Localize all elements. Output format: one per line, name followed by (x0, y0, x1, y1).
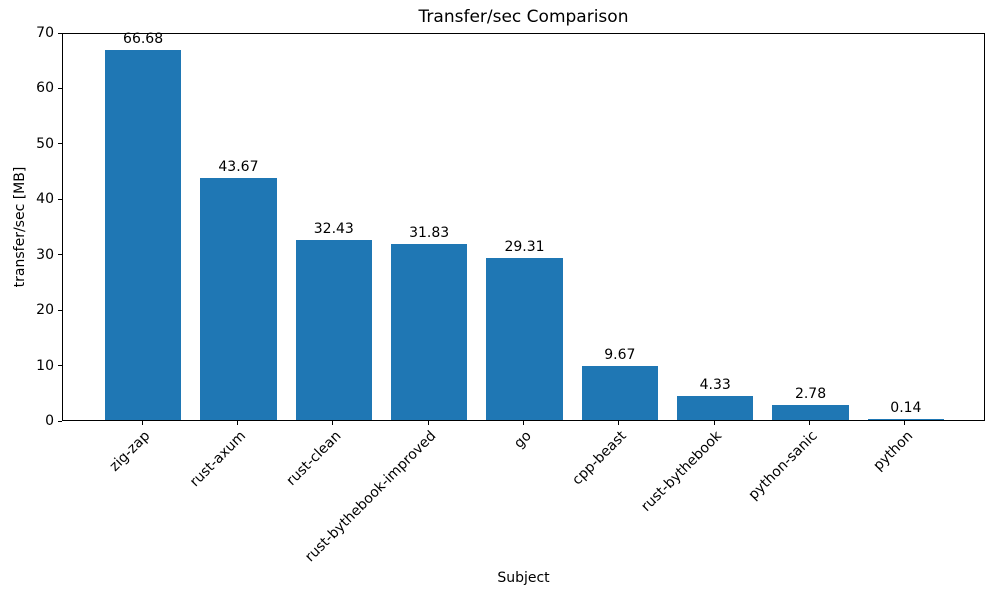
x-tick-label-text: rust-axum (186, 428, 249, 491)
x-tick-label-text: python-sanic (745, 428, 821, 504)
bar-rust-bythebook (677, 396, 754, 420)
bar-value-label: 4.33 (699, 377, 731, 393)
bar-value-label: 66.68 (123, 31, 164, 48)
x-axis-label: Subject (497, 570, 550, 586)
bar-value-label: 29.31 (504, 238, 545, 255)
x-tick-label-text: go (511, 428, 535, 452)
bar-zig-zap (104, 50, 182, 420)
x-tick-label-text: cpp-beast (569, 428, 631, 489)
x-axis-tick (523, 421, 524, 425)
y-tick-label: 50 (36, 135, 54, 152)
x-axis-tick (236, 421, 238, 425)
x-tick-label-text: rust-bythebook (638, 428, 726, 515)
bar-cpp-beast (581, 366, 658, 420)
y-tick-label: 30 (36, 246, 54, 263)
y-tick-label: 70 (36, 25, 54, 41)
bar-value-label: 0.14 (890, 400, 922, 417)
x-axis-tick (713, 421, 715, 425)
x-tick-label-text: python (870, 428, 917, 474)
y-axis-tick (58, 32, 62, 34)
x-tick-label-text: zig-zap (106, 428, 154, 475)
x-axis-tick (141, 421, 143, 425)
y-axis-tick (58, 420, 62, 422)
y-axis-tick (58, 309, 62, 311)
bar-value-label: 43.67 (218, 158, 259, 175)
y-tick-label: 40 (36, 191, 54, 208)
x-axis-tick (904, 421, 906, 425)
x-axis-tick (809, 421, 811, 425)
x-axis-tick (427, 421, 429, 425)
bar-value-label: 9.67 (604, 347, 636, 364)
bar-rust-clean (295, 240, 372, 420)
y-tick-label: 60 (36, 80, 54, 97)
x-axis-tick (332, 421, 334, 425)
y-axis-tick (58, 143, 62, 145)
bar-rust-bythebook-improved (391, 243, 468, 420)
y-axis-tick (58, 87, 62, 89)
bar-rust-axum (200, 177, 277, 420)
bar-value-label: 2.78 (794, 385, 827, 402)
x-tick-label-text: rust-clean (283, 428, 345, 489)
y-axis-tick (58, 198, 62, 200)
y-tick-label: 10 (36, 357, 54, 374)
y-axis-label: transfer/sec [MB] (12, 166, 28, 288)
y-tick-label: 20 (36, 302, 54, 319)
plot-area: 66.68 43.67 32.43 31.83 29.31 9.67 4.33 2.78 0.1… (62, 31, 985, 421)
chart-title: Transfer/sec Comparison (418, 7, 629, 27)
bar-python-sanic (772, 404, 849, 420)
x-axis-tick (618, 421, 620, 425)
y-axis-tick (58, 254, 62, 256)
y-axis-tick (58, 365, 62, 367)
bar-go (486, 257, 563, 420)
bar-value-label: 32.43 (313, 221, 354, 238)
bar-python (867, 418, 945, 420)
y-tick-label: 0 (45, 413, 54, 429)
bar-value-label: 31.83 (409, 224, 450, 241)
